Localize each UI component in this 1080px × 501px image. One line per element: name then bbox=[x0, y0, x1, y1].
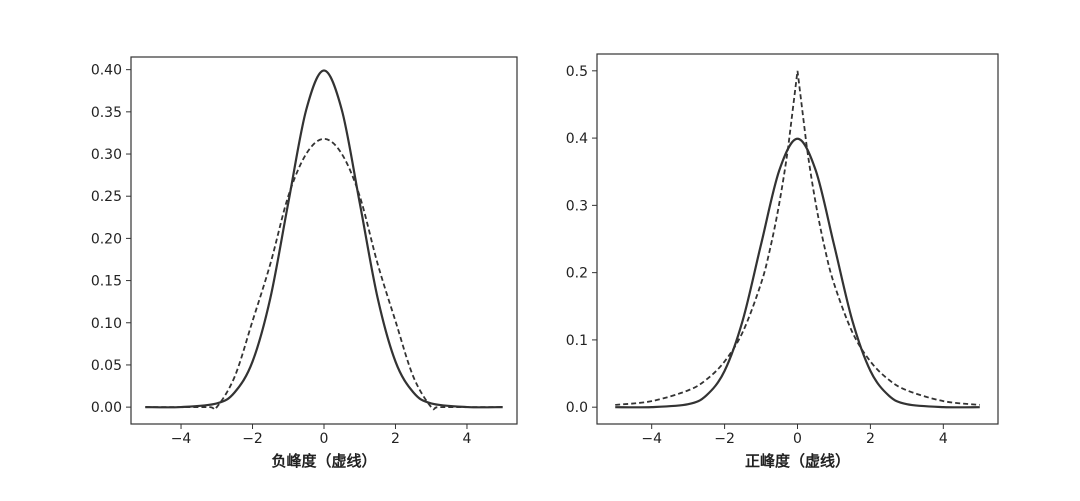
y-tick-label: 0.1 bbox=[566, 333, 588, 349]
x-tick-label: 4 bbox=[939, 431, 948, 447]
y-tick-label: 0.5 bbox=[566, 64, 588, 80]
dashed-curve bbox=[145, 137, 503, 411]
y-tick-label: 0.25 bbox=[91, 189, 122, 205]
left-subplot: −4 −2 0 2 4 0.00 0.05 0.10 0.15 0.20 0.25 0.30 0.35 0… bbox=[91, 56, 518, 470]
solid-curve bbox=[145, 69, 503, 409]
y-tick-label: 0.2 bbox=[566, 266, 588, 282]
x-tick-label: 0 bbox=[793, 431, 802, 447]
y-tick-label: 0.00 bbox=[91, 400, 122, 416]
y-tick-label: 0.40 bbox=[91, 63, 122, 79]
plot-frame bbox=[596, 53, 999, 425]
x-tick-label: 0 bbox=[320, 431, 329, 447]
y-tick-label: 0.4 bbox=[566, 131, 588, 147]
y-tick-label: 0.0 bbox=[566, 400, 588, 416]
x-tick-label: −4 bbox=[641, 431, 662, 447]
x-tick-label: −2 bbox=[714, 431, 735, 447]
y-tick-label: 0.15 bbox=[91, 274, 122, 290]
x-tick-label: −2 bbox=[242, 431, 263, 447]
y-tick-label: 0.30 bbox=[91, 147, 122, 163]
y-tick-label: 0.20 bbox=[91, 231, 122, 247]
y-tick-label: 0.3 bbox=[566, 198, 588, 214]
solid-curve bbox=[615, 137, 980, 409]
x-axis-label: 负峰度（虚线） bbox=[271, 452, 376, 470]
x-tick-label: 4 bbox=[463, 431, 472, 447]
x-tick-label: 2 bbox=[391, 431, 400, 447]
right-subplot: −4 −2 0 2 4 0.0 0.1 0.2 0.3 0.4 0.5 正峰度（虚线） bbox=[566, 53, 999, 470]
x-axis-label: 正峰度（虚线） bbox=[745, 452, 850, 470]
dashed-curve bbox=[615, 70, 980, 406]
x-tick-label: −4 bbox=[171, 431, 192, 447]
y-tick-label: 0.05 bbox=[91, 358, 122, 374]
plot-frame bbox=[130, 56, 518, 425]
x-tick-label: 2 bbox=[866, 431, 875, 447]
y-tick-label: 0.35 bbox=[91, 105, 122, 121]
y-tick-label: 0.10 bbox=[91, 316, 122, 332]
